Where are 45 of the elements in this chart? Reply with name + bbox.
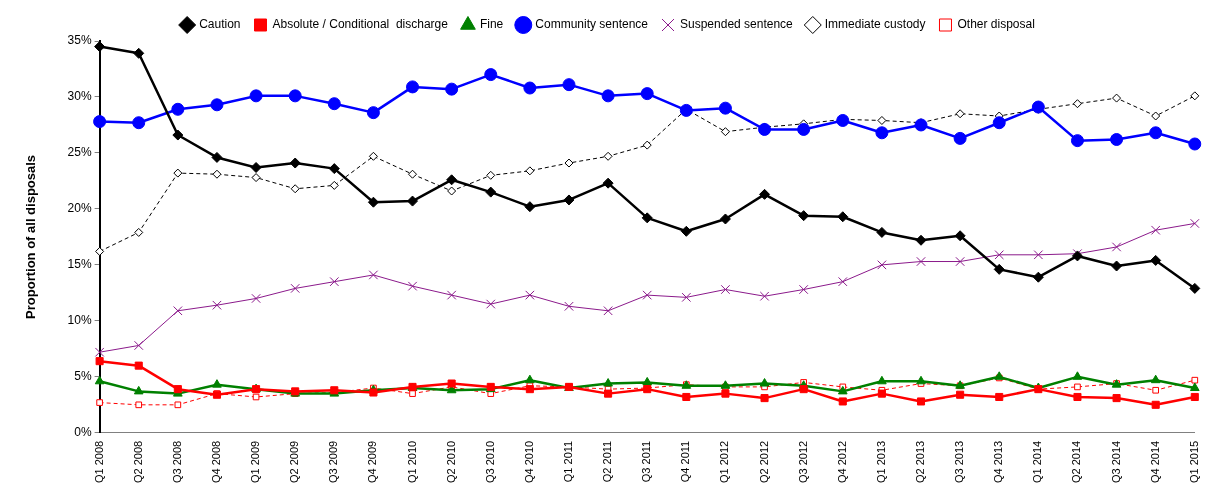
x-tick-label: Q2 2014 <box>1070 440 1083 483</box>
x-tick-label: Q2 2011 <box>601 440 614 483</box>
y-tick-label: 15% <box>67 257 92 272</box>
legend-label: Suspended sentence <box>680 17 794 32</box>
legend-label: Caution <box>199 17 241 32</box>
y-tick-label: 35% <box>67 33 92 48</box>
legend-label: Other disposal <box>957 17 1035 32</box>
x-tick-label: Q1 2014 <box>1031 440 1044 483</box>
x-tick-label: Q1 2010 <box>405 440 418 483</box>
x-tick-label: Q4 2012 <box>835 440 848 483</box>
x-tick-label: Q1 2012 <box>718 440 731 483</box>
x-tick-label: Q1 2009 <box>249 440 262 483</box>
x-tick-label: Q4 2013 <box>992 440 1005 483</box>
x-tick-label: Q1 2008 <box>92 440 105 483</box>
x-tick-label: Q3 2011 <box>640 440 653 483</box>
y-tick-label: 5% <box>74 369 92 384</box>
x-tick-label: Q4 2011 <box>679 440 692 483</box>
x-tick-label: Q3 2009 <box>327 440 340 483</box>
x-tick-label: Q3 2013 <box>953 440 966 483</box>
x-tick-label: Q2 2009 <box>288 440 301 483</box>
x-tick-label: Q3 2008 <box>170 440 183 483</box>
y-tick-label: 20% <box>67 201 92 216</box>
legend-label: Immediate custody <box>824 17 926 32</box>
x-tick-label: Q1 2015 <box>1187 440 1200 483</box>
x-tick-label: Q1 2013 <box>874 440 887 483</box>
x-tick-label: Q2 2013 <box>914 440 927 483</box>
x-tick-label: Q4 2010 <box>522 440 535 483</box>
y-tick-label: 25% <box>67 145 92 160</box>
y-tick-label: 0% <box>74 425 92 440</box>
legend-label: Absolute / Conditional discharge <box>272 17 449 32</box>
y-tick-label: 10% <box>67 313 92 328</box>
x-tick-label: Q3 2010 <box>483 440 496 483</box>
legend-label: Fine <box>479 17 504 32</box>
x-tick-label: Q3 2014 <box>1109 440 1122 483</box>
x-tick-label: Q4 2009 <box>366 440 379 483</box>
x-tick-label: Q3 2012 <box>796 440 809 483</box>
legend-label: Community sentence <box>535 17 649 32</box>
x-tick-label: Q2 2010 <box>444 440 457 483</box>
x-tick-label: Q4 2008 <box>209 440 222 483</box>
x-tick-label: Q2 2008 <box>131 440 144 483</box>
x-tick-label: Q4 2014 <box>1148 440 1161 483</box>
x-tick-label: Q1 2011 <box>562 440 575 483</box>
y-axis-title: Proportion of all disposals <box>23 154 39 319</box>
x-tick-label: Q2 2012 <box>757 440 770 483</box>
y-tick-label: 30% <box>67 89 92 104</box>
